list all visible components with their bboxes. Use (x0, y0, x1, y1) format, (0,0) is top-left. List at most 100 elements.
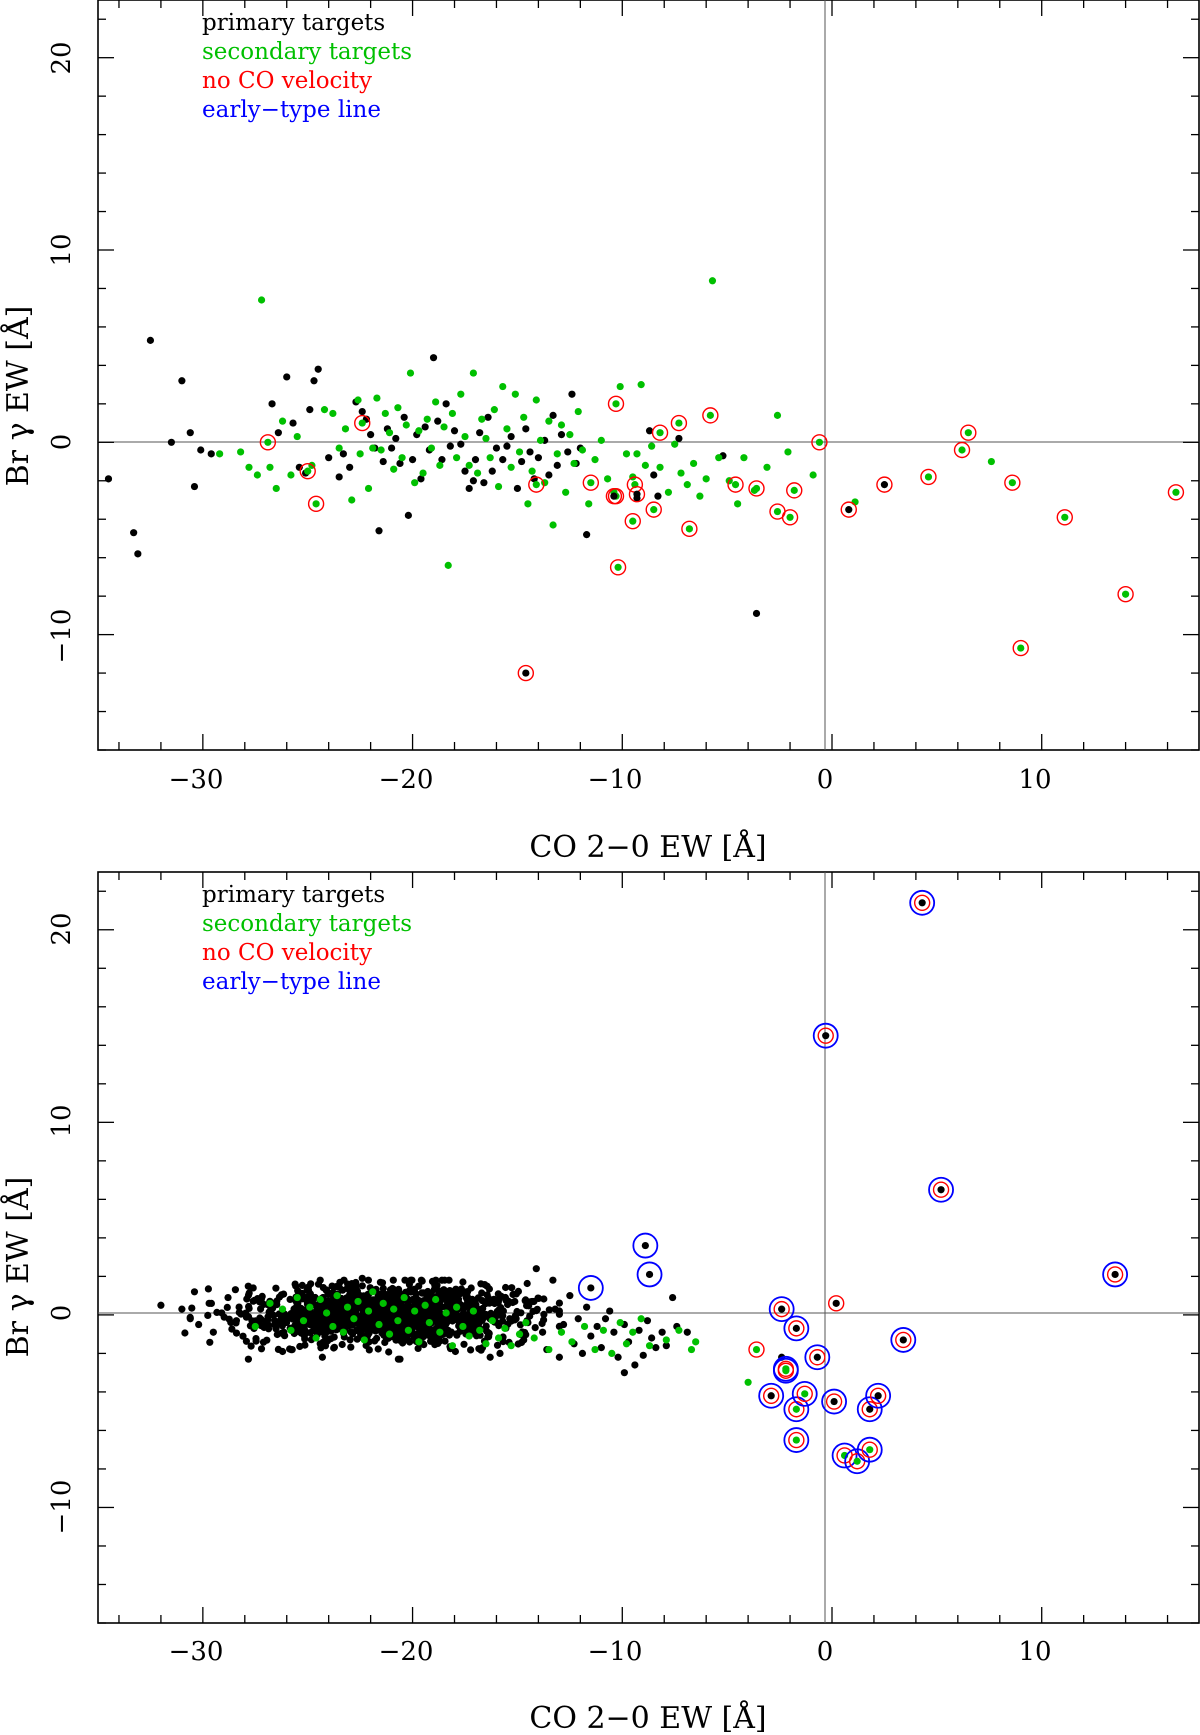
bottom-no-co-ring (827, 1295, 845, 1312)
bottom-cloud-point (516, 1321, 525, 1329)
top-data-point (335, 444, 343, 452)
top-data-point (773, 507, 782, 516)
bottom-data-point (360, 1336, 368, 1344)
bottom-cloud-point (434, 1313, 443, 1321)
bottom-data-point (559, 1320, 568, 1329)
top-no-co-ring (1012, 639, 1029, 657)
bottom-cloud-point (346, 1336, 354, 1344)
bottom-axis-ticks (98, 872, 1199, 1624)
top-data-point (557, 421, 566, 429)
bottom-early-type-ring (791, 1380, 818, 1407)
top-legend: primary targets secondary targets no CO … (202, 10, 412, 123)
top-data-point (440, 423, 448, 431)
top-data-point (436, 461, 444, 469)
top-data-point (490, 406, 498, 414)
top-data-point (528, 467, 536, 475)
bottom-cloud-point (392, 1334, 400, 1342)
bottom-data-point (157, 1301, 165, 1309)
bottom-data-point (278, 1305, 287, 1313)
top-legend-secondary: secondary targets (202, 39, 412, 65)
top-data-point (585, 500, 593, 508)
top-legend-no-co: no CO velocity (202, 68, 372, 94)
top-data-point (402, 421, 410, 429)
bottom-no-co-ring (773, 1300, 790, 1318)
bottom-no-co-ring (861, 1401, 878, 1418)
top-data-point (253, 471, 261, 479)
bottom-cloud-point (540, 1310, 548, 1318)
top-data-point (356, 450, 364, 458)
top-data-point (633, 450, 641, 458)
top-no-co-ring (651, 424, 669, 441)
top-data-point (578, 446, 587, 454)
bottom-cloud-point (330, 1343, 338, 1351)
bottom-cloud-point (291, 1315, 299, 1323)
bottom-cloud-point (379, 1289, 387, 1297)
bottom-cloud-point (452, 1311, 460, 1319)
top-data-point (348, 496, 356, 504)
bottom-cloud-point (374, 1345, 382, 1353)
bottom-data-point (318, 1353, 326, 1361)
top-no-co-ring (259, 434, 277, 451)
bottom-data-point (205, 1299, 213, 1307)
top-data-point (612, 400, 620, 408)
bottom-legend-no-co: no CO velocity (202, 940, 372, 966)
top-data-point (473, 469, 482, 477)
bottom-data-point (645, 1342, 654, 1350)
top-data-point (293, 432, 301, 441)
bottom-no-co-ring (1106, 1266, 1124, 1283)
top-data-point (708, 277, 717, 285)
bottom-data-point (476, 1326, 484, 1334)
top-data-point (429, 354, 438, 362)
top-data-point (702, 475, 710, 483)
bottom-data-point (937, 1186, 945, 1194)
bottom-cloud-point (273, 1301, 281, 1309)
top-no-co-ring (681, 520, 698, 538)
bottom-no-co-ring (788, 1320, 805, 1337)
top-no-co-ring (624, 512, 641, 530)
bottom-cloud-point (265, 1308, 273, 1316)
bottom-early-type-ring (831, 1442, 858, 1469)
bottom-data-point (218, 1309, 226, 1317)
bottom-cloud-point (385, 1293, 393, 1301)
bottom-cloud-point (281, 1332, 289, 1340)
bottom-cloud-point (244, 1355, 252, 1363)
bottom-early-type-ring (783, 1427, 810, 1453)
bottom-data-point (792, 1405, 800, 1413)
top-plot-frame (97, 0, 1200, 751)
top-data-point (562, 488, 570, 496)
top-data-point (520, 413, 528, 421)
bottom-cloud-point (499, 1317, 507, 1325)
bottom-data-point (583, 1303, 591, 1311)
top-data-point (476, 429, 484, 437)
top-data-point (306, 406, 314, 414)
top-data-points (104, 277, 1185, 682)
top-no-co-ring (605, 487, 623, 505)
top-data-point (507, 463, 515, 471)
top-panel: −10 0 10 20 −30 −20 −10 0 10 CO 2−0 EW [… (0, 0, 1200, 865)
bottom-data-point (532, 1265, 540, 1273)
top-no-co-ring (354, 414, 371, 432)
top-data-point (385, 429, 394, 437)
top-data-point (304, 467, 312, 475)
top-data-point (469, 477, 477, 485)
bottom-cloud-point (206, 1338, 214, 1346)
bottom-data-point (354, 1297, 362, 1306)
top-data-point (471, 456, 480, 464)
bottom-data-point (404, 1326, 412, 1334)
top-data-point (752, 609, 761, 618)
top-data-point (557, 431, 566, 439)
bottom-early-type-ring (783, 1315, 810, 1342)
bottom-early-type-ring (856, 1436, 883, 1463)
top-no-co-ring (645, 501, 662, 518)
bottom-cloud-point (316, 1340, 324, 1348)
bottom-data-point (369, 1288, 377, 1296)
bottom-data-point (597, 1344, 605, 1352)
bottom-data-point (801, 1390, 809, 1398)
bottom-data-point (641, 1241, 649, 1250)
bottom-early-type-ring (783, 1396, 810, 1423)
top-data-point (568, 390, 576, 398)
top-data-point (257, 296, 266, 304)
top-data-point (421, 423, 429, 431)
bottom-cloud-point (338, 1340, 346, 1349)
bottom-data-point (358, 1274, 366, 1282)
